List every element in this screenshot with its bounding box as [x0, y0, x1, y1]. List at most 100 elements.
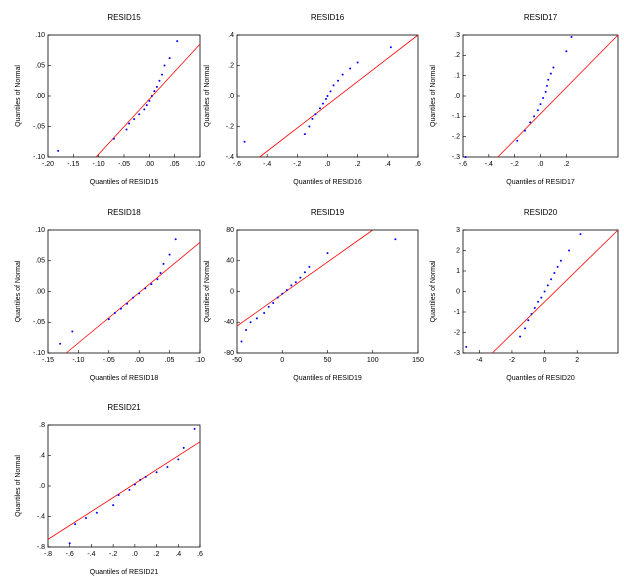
quantile-point — [530, 313, 533, 316]
quantile-point — [311, 117, 314, 120]
x-tick-label: .00 — [144, 161, 154, 168]
quantile-point — [314, 113, 317, 116]
chart-title: RESID18 — [107, 208, 141, 217]
quantile-point — [158, 79, 161, 82]
quantile-point — [168, 253, 171, 256]
quantile-point — [128, 122, 131, 125]
plot-frame — [47, 424, 201, 548]
quantile-point — [542, 97, 545, 100]
chart-title: RESID16 — [311, 13, 345, 22]
quantile-point — [71, 330, 74, 333]
x-tick-label: .6 — [415, 161, 421, 168]
quantile-point — [341, 73, 344, 76]
x-tick-label: -.2 — [293, 161, 301, 168]
quantile-point — [337, 79, 340, 82]
x-tick-label: -50 — [232, 357, 242, 364]
quantile-point — [138, 292, 141, 295]
x-axis-label: Quantiles of RESID21 — [90, 569, 159, 576]
reference-line — [236, 229, 373, 327]
chart-title: RESID19 — [311, 208, 345, 217]
plot-frame — [462, 34, 619, 158]
x-tick-label: 50 — [324, 357, 332, 364]
quantile-point — [565, 50, 568, 53]
x-tick-label: .0 — [132, 551, 138, 558]
x-tick-label: -.15 — [42, 357, 54, 364]
quantile-point — [303, 133, 306, 136]
quantile-point — [570, 36, 573, 39]
quantile-point — [321, 102, 324, 105]
quantile-point — [153, 90, 156, 93]
y-axis-label: Quantiles of Normal — [430, 65, 437, 127]
quantile-point — [163, 64, 166, 67]
quantile-point — [155, 85, 158, 88]
quantile-point — [156, 278, 159, 281]
y-tick-label: -.05 — [33, 319, 45, 326]
quantile-point — [465, 345, 468, 348]
quantile-point — [255, 317, 258, 320]
x-tick-label: -.2 — [511, 161, 519, 168]
quantile-point — [74, 523, 77, 526]
quantile-point — [464, 156, 467, 158]
quantile-point — [324, 98, 327, 101]
quantile-point — [547, 78, 550, 81]
x-tick-label: .05 — [170, 161, 180, 168]
y-tick-label: .10 — [35, 227, 45, 234]
quantile-point — [243, 140, 246, 143]
x-tick-label: .2 — [563, 161, 569, 168]
x-axis-label: Quantiles of RESID16 — [293, 179, 362, 186]
quantile-point — [553, 272, 556, 275]
quantile-point — [112, 504, 115, 507]
quantile-point — [537, 300, 540, 303]
x-tick-label: -.4 — [263, 161, 271, 168]
quantile-point — [107, 318, 110, 321]
quantile-point — [168, 57, 171, 60]
x-tick-label: -.05 — [118, 161, 130, 168]
x-tick-label: -.8 — [44, 551, 52, 558]
quantile-point — [326, 95, 329, 97]
y-tick-label: .4 — [228, 32, 234, 39]
y-tick-label: -.10 — [33, 350, 45, 357]
quantile-point — [308, 265, 311, 268]
x-tick-label: .05 — [165, 357, 175, 364]
quantile-point — [249, 321, 252, 324]
chart-title: RESID21 — [107, 403, 141, 412]
y-tick-label: -80 — [224, 350, 234, 357]
quantile-point — [533, 115, 536, 118]
y-tick-label: .4 — [39, 452, 45, 459]
plot-frame — [47, 229, 201, 354]
quantile-point — [318, 107, 321, 110]
y-tick-label: -.3 — [452, 154, 460, 161]
chart-title: RESID20 — [524, 208, 558, 217]
quantile-point — [132, 296, 135, 299]
y-tick-label: 80 — [226, 227, 234, 234]
quantile-point — [536, 109, 539, 112]
quantile-point — [159, 272, 162, 275]
quantile-point — [544, 90, 547, 93]
quantile-point — [329, 90, 332, 93]
quantile-point — [150, 283, 153, 286]
quantile-point — [125, 128, 128, 131]
quantile-point — [139, 478, 142, 481]
quantile-point — [166, 465, 169, 468]
quantile-point — [68, 542, 71, 545]
x-tick-label: 0 — [543, 357, 547, 364]
quantile-point — [332, 84, 335, 87]
quantile-point — [119, 307, 122, 310]
y-tick-label: .00 — [35, 93, 45, 100]
x-tick-label: -.4 — [87, 551, 95, 558]
quantile-point — [245, 328, 248, 331]
y-tick-label: -.1 — [452, 113, 460, 120]
quantile-point — [550, 278, 553, 281]
x-axis-label: Quantiles of RESID18 — [90, 375, 159, 382]
x-tick-label: -.20 — [42, 161, 54, 168]
quantile-point — [326, 252, 329, 255]
y-tick-label: .3 — [454, 32, 460, 39]
y-tick-label: 3 — [456, 227, 460, 234]
quantile-point — [272, 302, 275, 305]
quantile-point — [161, 73, 163, 76]
reference-line — [492, 229, 619, 354]
quantile-point — [546, 284, 549, 287]
quantile-point — [543, 290, 546, 293]
plot-frame — [462, 229, 619, 354]
quantile-point — [133, 118, 136, 121]
